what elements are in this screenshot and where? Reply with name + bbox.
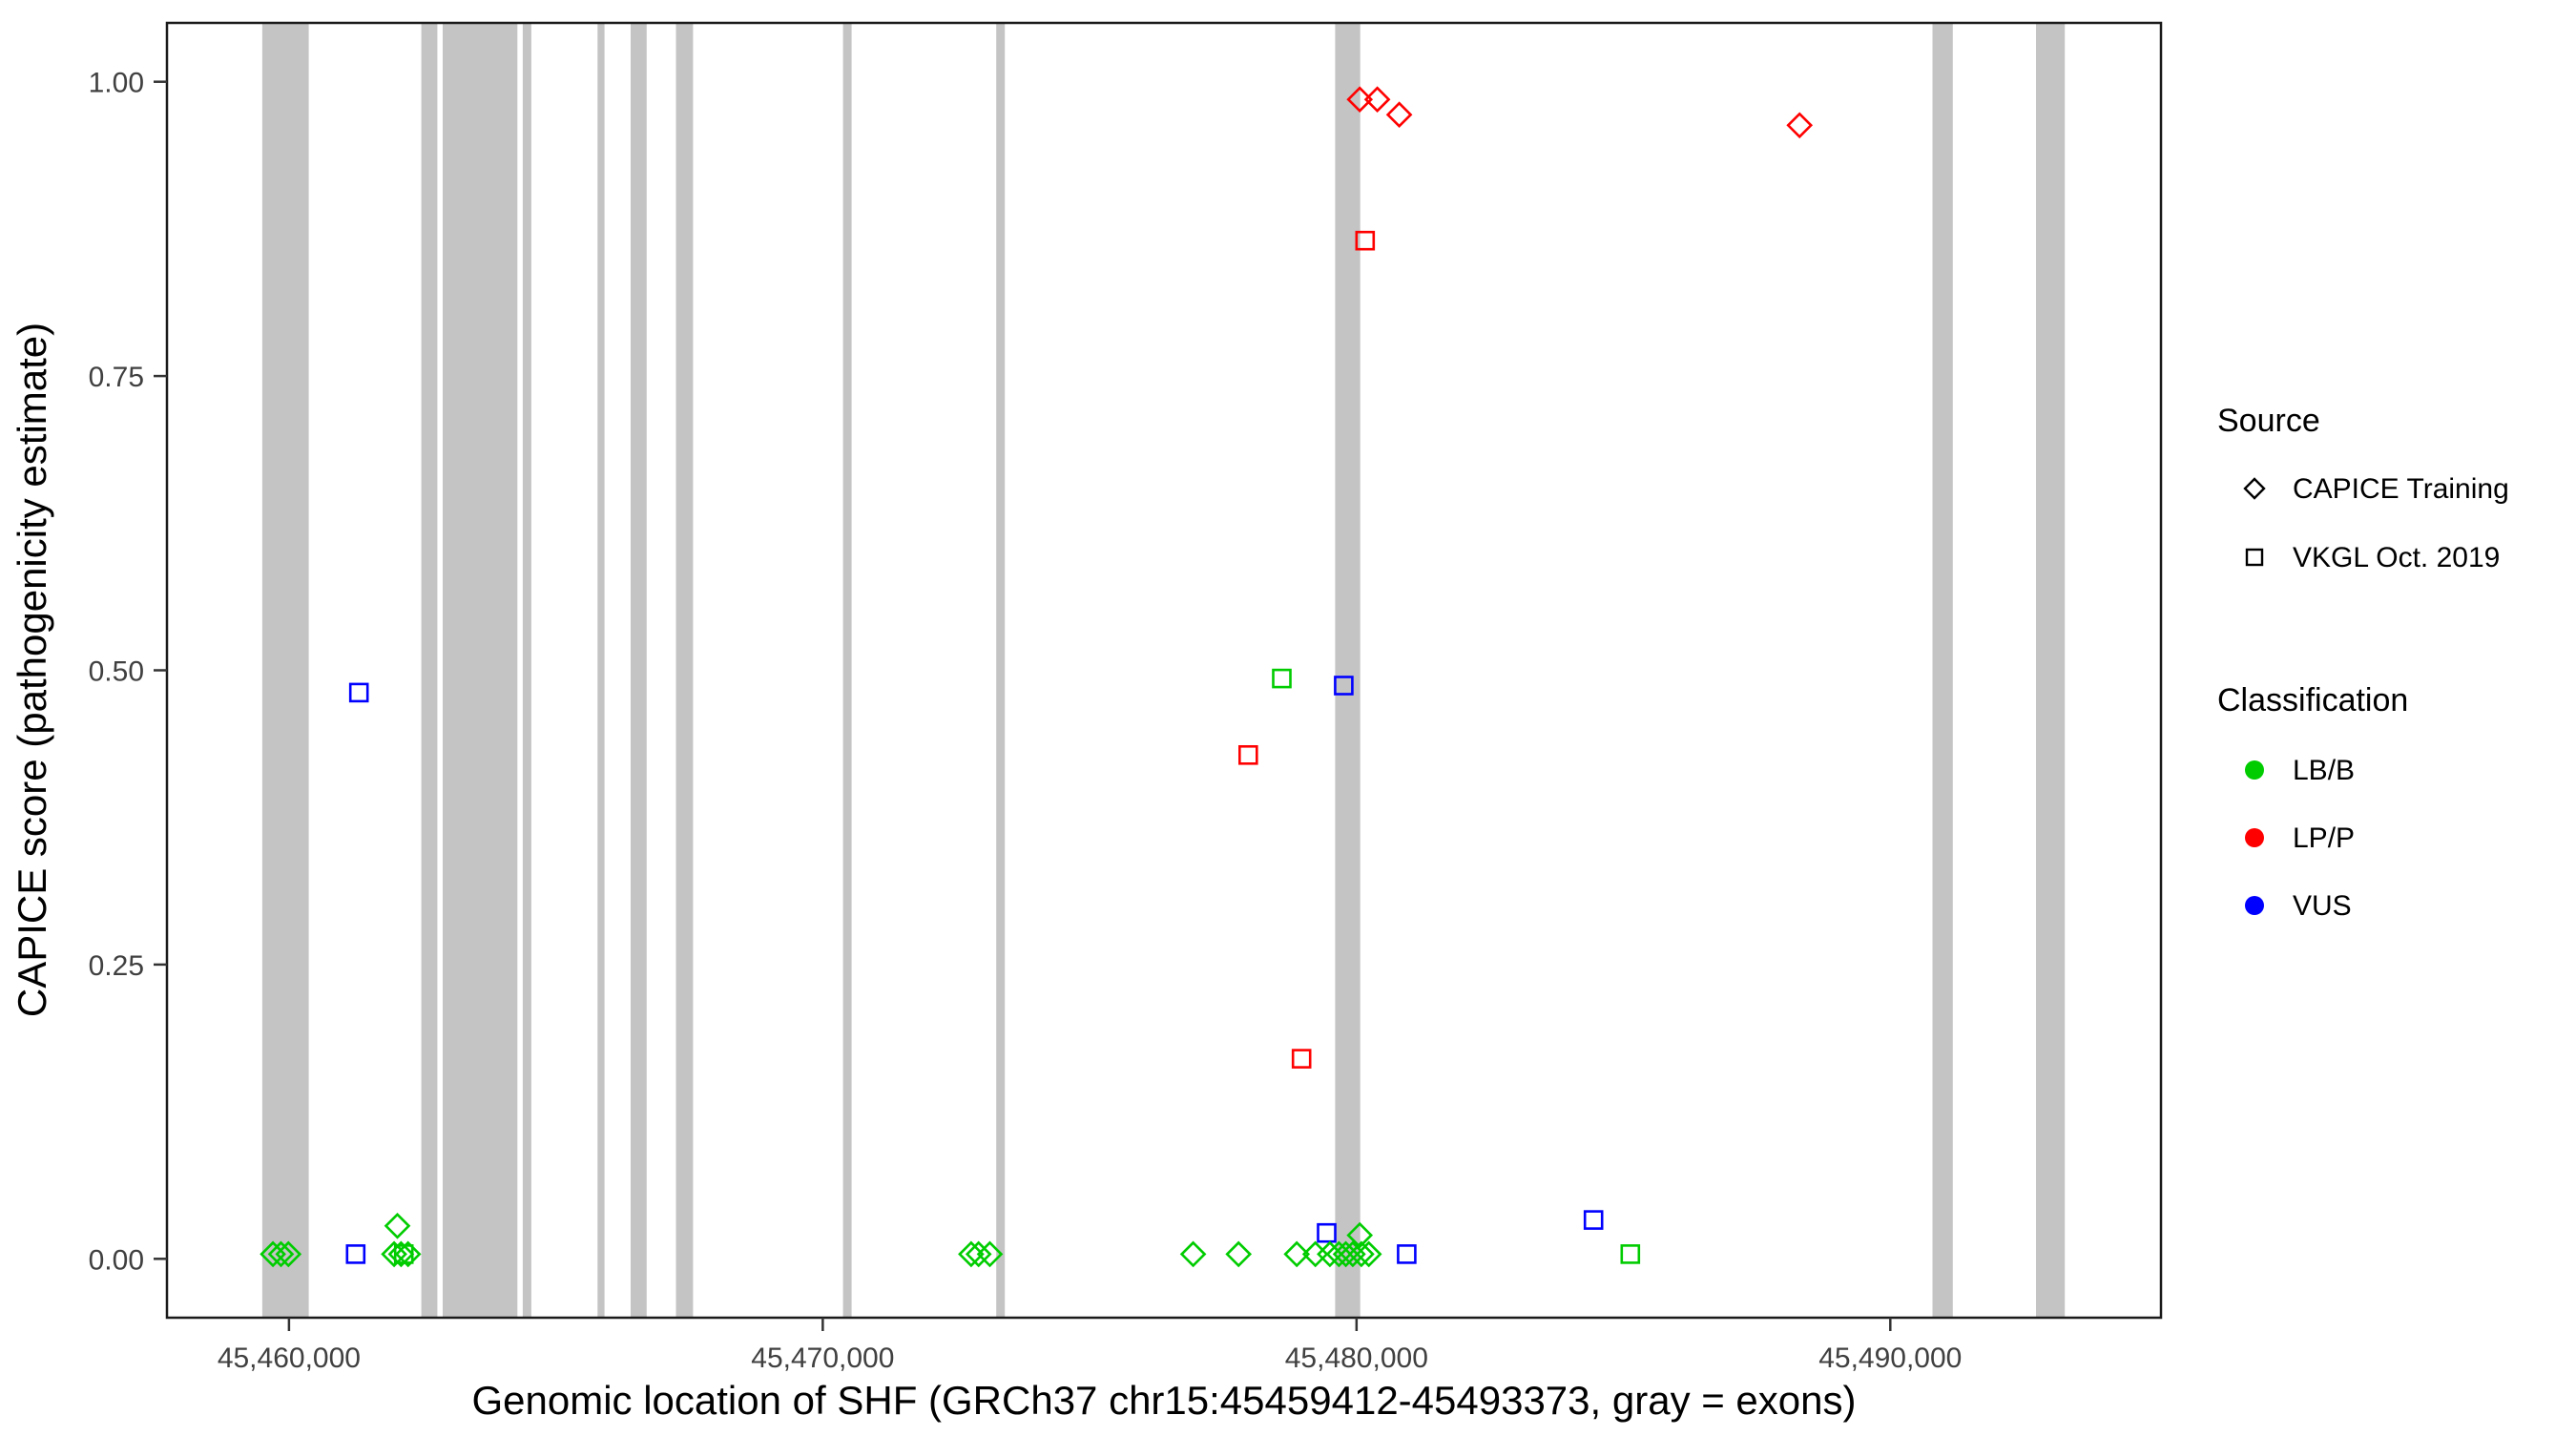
- data-point-square: [1334, 676, 1354, 696]
- legend-diamond-icon: [2243, 477, 2266, 500]
- data-point-diamond: [1385, 101, 1413, 129]
- legend-classification-items: LB/B LP/P VUS: [2245, 755, 2355, 922]
- y-axis-title: CAPICE score (pathogenicity estimate): [10, 323, 54, 1017]
- x-axis-title: Genomic location of SHF (GRCh37 chr15:45…: [471, 1378, 1856, 1423]
- legend-classification-title: Classification: [2217, 682, 2408, 718]
- x-axis: 45,460,000 45,470,000 45,480,000 45,490,000: [218, 1318, 1962, 1374]
- data-point-diamond: [1179, 1240, 1207, 1268]
- data-point-square: [1317, 1222, 1337, 1243]
- y-axis: 0.00 0.25 0.50 0.75 1.00: [89, 68, 167, 1276]
- data-point-square: [348, 682, 369, 703]
- data-point-diamond: [1363, 86, 1391, 114]
- x-tick-label: 45,490,000: [1818, 1342, 1962, 1374]
- legend-source-item-label: VKGL Oct. 2019: [2293, 542, 2500, 573]
- data-point-diamond: [958, 1240, 985, 1268]
- data-point-diamond: [1225, 1240, 1253, 1268]
- data-point-diamond: [965, 1240, 992, 1268]
- y-tick-label: 0.00: [89, 1244, 144, 1276]
- data-point-diamond: [1786, 112, 1814, 139]
- x-tick-label: 45,480,000: [1285, 1342, 1428, 1374]
- data-point-diamond: [267, 1240, 295, 1268]
- data-point-diamond: [384, 1212, 411, 1239]
- legend: Source CAPICE Training VKGL Oct. 2019 Cla…: [2217, 403, 2509, 922]
- data-point-diamond: [1355, 1240, 1382, 1268]
- exon-bar: [522, 23, 531, 1318]
- x-tick-label: 45,470,000: [751, 1342, 894, 1374]
- exon-bar: [996, 23, 1006, 1318]
- data-point-diamond: [387, 1240, 415, 1268]
- legend-color-dot: [2245, 828, 2264, 847]
- exon-bar: [842, 23, 852, 1318]
- legend-source-items: CAPICE Training VKGL Oct. 2019: [2243, 473, 2509, 573]
- exon-bar: [631, 23, 647, 1318]
- data-points-group: [260, 86, 1814, 1268]
- legend-classification-item-label: LB/B: [2293, 755, 2355, 786]
- data-point-diamond: [275, 1240, 302, 1268]
- x-tick-label: 45,460,000: [218, 1342, 361, 1374]
- y-tick-label: 0.75: [89, 362, 144, 393]
- data-point-diamond: [1283, 1240, 1311, 1268]
- legend-color-dot: [2245, 896, 2264, 915]
- data-point-diamond: [1348, 1240, 1375, 1268]
- exon-bar: [1335, 23, 1361, 1318]
- y-tick-label: 0.50: [89, 656, 144, 688]
- y-tick-label: 1.00: [89, 68, 144, 99]
- exon-bar: [421, 23, 438, 1318]
- data-point-square: [1272, 668, 1292, 689]
- exon-bar: [261, 23, 309, 1318]
- exon-bars-group: [261, 23, 2066, 1318]
- legend-classification-item-label: VUS: [2293, 890, 2352, 922]
- legend-color-dot: [2245, 760, 2264, 780]
- exon-bar: [443, 23, 518, 1318]
- legend-source-item-label: CAPICE Training: [2293, 473, 2509, 505]
- exon-bar: [2036, 23, 2066, 1318]
- data-point-square: [1583, 1210, 1604, 1230]
- data-point-diamond: [1346, 86, 1374, 114]
- data-point-square: [345, 1244, 366, 1264]
- data-point-square: [1238, 744, 1258, 765]
- data-point-square: [1397, 1244, 1417, 1264]
- data-point-square: [1355, 230, 1376, 251]
- exon-bar: [675, 23, 694, 1318]
- exon-bar: [597, 23, 605, 1318]
- data-point-diamond: [976, 1240, 1004, 1268]
- legend-classification-item-label: LP/P: [2293, 822, 2355, 854]
- data-point-square: [1291, 1049, 1312, 1069]
- legend-square-icon: [2245, 548, 2264, 567]
- data-point-diamond: [394, 1240, 422, 1268]
- exon-bar: [1932, 23, 1953, 1318]
- legend-source-title: Source: [2217, 403, 2320, 439]
- data-point-square: [1620, 1244, 1641, 1264]
- y-tick-label: 0.25: [89, 950, 144, 982]
- data-point-diamond: [1346, 1221, 1374, 1249]
